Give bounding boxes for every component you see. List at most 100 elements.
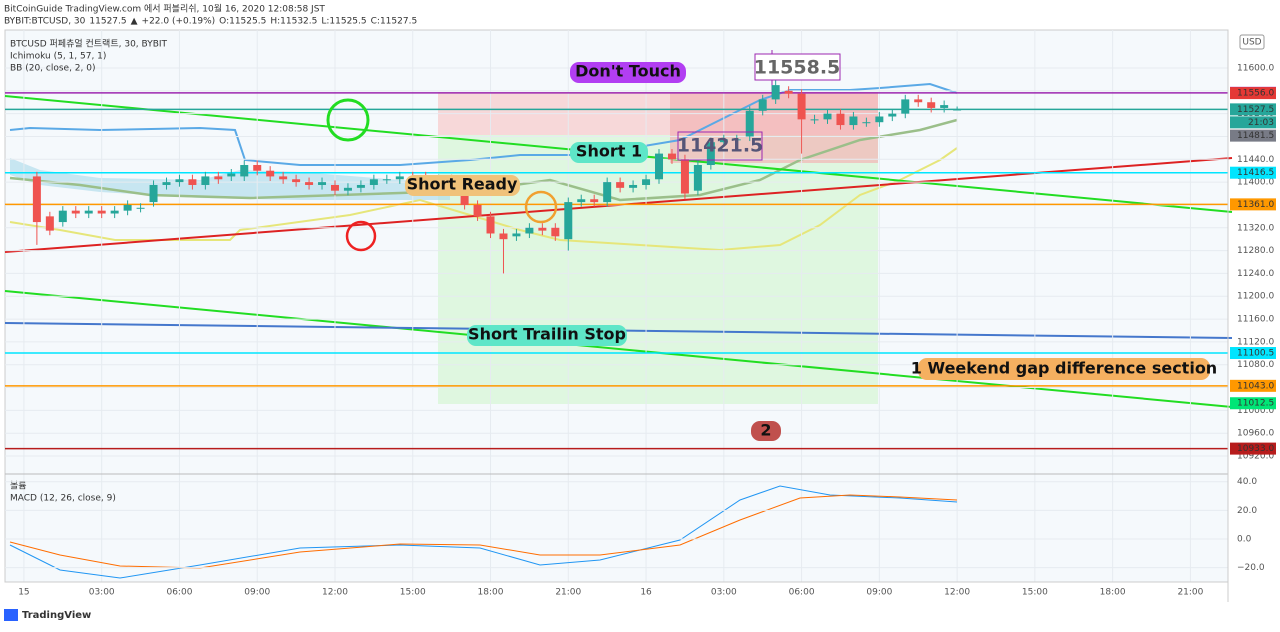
price-label: 11556.0 (1237, 89, 1274, 99)
x-tick-label: 15:00 (1022, 588, 1048, 598)
annotation: Short Ready (407, 175, 518, 194)
bb-upper (9, 82, 958, 166)
y-tick-label: −20.0 (1237, 563, 1265, 573)
y-tick-label: 11120.0 (1237, 337, 1274, 347)
candle-body (58, 210, 67, 223)
candle-body (758, 99, 767, 111)
annotation: Short Trailin Stop (468, 325, 626, 344)
x-tick-label: 18:00 (478, 588, 504, 598)
candle-body (330, 184, 339, 191)
candle-body (240, 165, 249, 177)
candle-body (953, 109, 962, 111)
bb-basis (9, 118, 958, 202)
candle-body (499, 233, 508, 240)
candle-body (292, 179, 301, 183)
countdown-bg (1230, 116, 1276, 129)
y-tick-label: 11600.0 (1237, 64, 1274, 74)
annotation: 11421.5 (677, 135, 764, 157)
annotation-box (570, 142, 648, 163)
header-text: ▲ (131, 17, 138, 27)
candle-body (836, 113, 845, 126)
header-text: C: (371, 17, 380, 27)
x-tick-label: 18:00 (1100, 588, 1126, 598)
candle-body (797, 93, 806, 120)
candle-body (188, 179, 197, 185)
candle-body (227, 173, 236, 177)
candle-body (45, 216, 54, 231)
price-label-bg (1230, 379, 1276, 392)
candle-body (927, 102, 936, 108)
price-label-bg (1230, 87, 1276, 100)
x-tick-label: 03:00 (711, 588, 737, 598)
candle-body (667, 153, 676, 160)
candle-body (810, 119, 819, 121)
price-label: 11100.5 (1237, 349, 1274, 359)
candle-body (940, 105, 949, 108)
price-label-bg (1230, 397, 1276, 410)
y-tick-label: 11160.0 (1237, 315, 1274, 325)
candle-body (577, 199, 586, 203)
candle-body (175, 179, 184, 183)
header-title: BitCoinGuide TradingView.com 에서 퍼블리쉬, 10… (4, 3, 325, 15)
x-tick-label: 21:00 (1177, 588, 1203, 598)
candle-body (356, 184, 365, 188)
price-label: 11043.0 (1237, 381, 1274, 391)
candle-body (369, 179, 378, 185)
price-label-bg (1230, 442, 1276, 455)
currency: USD (1242, 38, 1261, 48)
candle-body (97, 210, 106, 214)
price-label-bg (1230, 103, 1276, 116)
signal-line (9, 494, 958, 569)
y-tick-label: 11440.0 (1237, 155, 1274, 165)
face-icon (326, 98, 370, 142)
candle-body (901, 99, 910, 114)
price-label-bg (1230, 129, 1276, 142)
candle-body (123, 204, 132, 211)
price-label: 11012.5 (1237, 399, 1274, 409)
candle-body (551, 227, 560, 237)
candle-body (564, 202, 573, 240)
y-tick-label: 40.0 (1237, 477, 1257, 487)
candle-body (862, 122, 871, 124)
candle-body (253, 165, 262, 171)
logo (4, 609, 18, 621)
x-tick-label: 21:00 (555, 588, 581, 598)
candle-body (616, 182, 625, 188)
header-text: L: (321, 17, 329, 27)
candle-body (745, 110, 754, 137)
candle-body (706, 142, 715, 166)
legend-text: BB (20, close, 2, 0) (10, 64, 95, 74)
candle-body (888, 113, 897, 117)
candle-body (680, 159, 689, 194)
candle-body (110, 210, 119, 214)
header-text: 11527.5 (380, 17, 417, 27)
candle-body (719, 139, 728, 143)
candle-body (732, 139, 741, 141)
y-tick-label: 0.0 (1237, 535, 1252, 545)
x-tick-label: 06:00 (789, 588, 815, 598)
header-text: 11527.5 (89, 17, 126, 27)
candle-body (784, 90, 793, 94)
y-tick-label: 11280.0 (1237, 246, 1274, 256)
x-tick-label: 15:00 (400, 588, 426, 598)
header-text: O: (219, 17, 229, 27)
y-tick-label: 11240.0 (1237, 269, 1274, 279)
candle-body (136, 207, 145, 209)
candle-body (642, 179, 651, 185)
candle-body (538, 227, 547, 231)
candle-body (486, 216, 495, 234)
header-text: 11525.5 (329, 17, 366, 27)
price-label: 11527.5 (1237, 105, 1274, 115)
header-text: 11525.5 (229, 17, 266, 27)
header-text: 11532.5 (280, 17, 317, 27)
x-tick-label: 09:00 (866, 588, 892, 598)
candle-body (266, 170, 275, 177)
candle-body (71, 210, 80, 214)
y-tick-label: 11320.0 (1237, 223, 1274, 233)
x-tick-label: 16 (640, 588, 652, 598)
candle-body (279, 176, 288, 180)
currency-badge (1239, 34, 1265, 50)
legend-text: BTCUSD 퍼페츄얼 컨트랙트, 30, BYBIT (10, 39, 168, 50)
annotation-box (570, 62, 686, 83)
